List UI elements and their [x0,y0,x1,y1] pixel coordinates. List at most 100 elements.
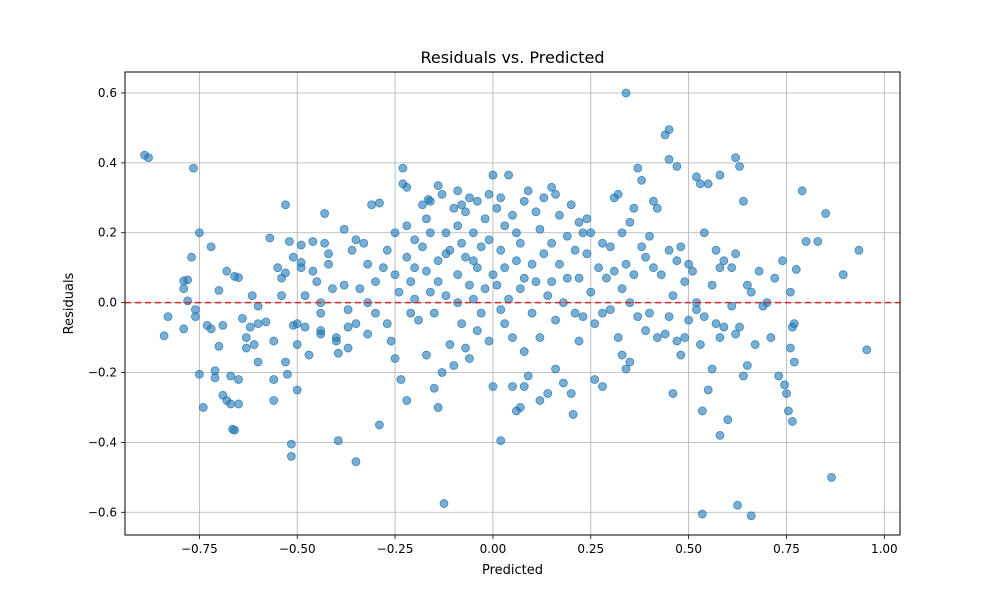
x-tick-label: 0.75 [773,542,800,556]
data-point [680,333,690,342]
data-point [733,500,742,510]
y-tick-label: 0.6 [98,86,117,100]
data-point [504,170,513,180]
data-point [163,312,173,322]
data-point [715,170,725,180]
x-axis-ticks: −0.75 −0.50 −0.25 0.00 0.25 0.50 0.75 1.00 [181,535,898,556]
data-point [312,277,322,287]
data-point [523,371,533,381]
data-point [433,256,443,266]
data-point [551,315,560,325]
data-point [292,340,302,349]
data-point [750,340,760,349]
data-point [331,336,341,346]
y-tick-label: 0.0 [98,296,117,310]
data-point [598,308,607,318]
data-point [468,228,478,238]
data-point [786,287,795,297]
data-point [351,235,361,245]
data-point [292,385,302,395]
data-point [214,341,224,351]
data-point [421,266,431,276]
data-point [656,270,666,280]
data-point [688,266,697,276]
data-point [586,287,596,297]
data-point [731,329,741,339]
data-point [684,259,694,269]
data-point [457,238,467,248]
data-point [672,336,682,346]
data-point [707,280,717,290]
data-point [723,415,733,425]
data-point [555,210,564,220]
x-axis-label: Predicted [482,563,543,578]
data-point [218,320,228,330]
data-point [594,263,604,273]
data-point [695,340,705,349]
data-point [179,276,189,286]
data-point [269,336,279,346]
data-point [390,354,400,363]
data-point [437,368,447,377]
data-point [461,207,470,217]
data-point [527,308,537,318]
data-point [797,186,807,196]
data-point [735,161,744,171]
data-point [269,396,279,405]
data-point [539,193,549,203]
data-point [715,431,725,440]
data-point [500,319,510,328]
data-point [791,265,801,274]
data-point [609,266,619,276]
data-point [695,179,705,189]
data-point [367,200,376,210]
data-point [144,153,153,163]
data-point [179,324,189,334]
data-point [484,336,494,346]
data-point [633,163,643,173]
data-point [590,319,600,328]
data-point [715,263,725,273]
data-point [206,242,216,252]
data-point [862,345,872,355]
data-point [433,181,443,190]
data-point [234,375,243,384]
data-point [535,396,545,405]
data-point [328,284,337,294]
data-point [286,439,296,449]
data-point [664,154,674,164]
data-point [668,389,678,398]
data-point [429,308,439,318]
data-point [445,245,455,255]
data-point [649,196,658,206]
data-point [316,329,326,339]
data-point [390,270,400,280]
data-point [286,451,296,461]
data-point [194,369,204,379]
data-point [699,228,709,238]
data-point [551,189,560,199]
data-point [641,252,650,262]
data-point [382,319,392,328]
y-tick-label: 0.2 [98,226,117,240]
data-point [480,214,490,224]
data-point [371,308,380,318]
data-point [249,340,259,349]
data-point [684,315,694,325]
data-point [697,509,707,519]
data-point [578,228,588,238]
data-point [784,406,793,416]
data-point [774,371,784,381]
data-point [715,333,725,342]
data-point [398,163,408,173]
data-point [566,200,576,210]
data-point [333,348,343,358]
data-point [519,196,529,206]
data-point [402,252,412,262]
data-point [206,324,216,334]
data-point [472,196,482,206]
data-point [457,200,467,210]
data-point [523,186,533,196]
data-point [394,287,404,297]
